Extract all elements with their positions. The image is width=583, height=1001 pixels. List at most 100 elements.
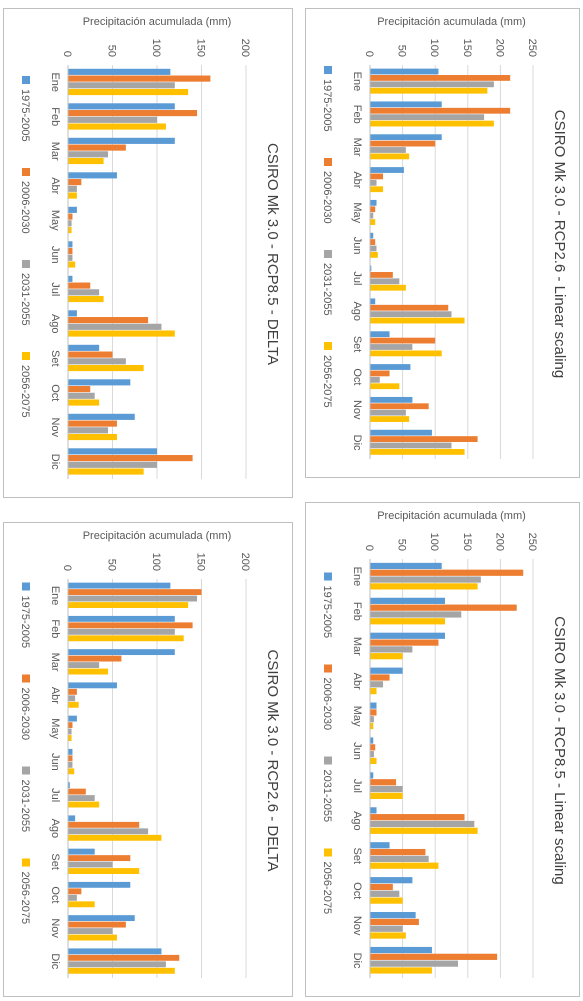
chart-panel-rcp85-delta: CSIRO Mk 3.0 - RCP8.5 - DELTA 0 50 100 150 20… (3, 8, 293, 498)
chart-rcp26-delta: CSIRO Mk 3.0 - RCP2.6 - DELTA 0 50 100 150 20… (19, 530, 281, 978)
bar-2031-2055 (68, 116, 157, 123)
bar-1975-2005 (68, 881, 131, 888)
x-tick-label: Abr (49, 687, 61, 704)
legend-label: 2006-2030 (321, 678, 333, 731)
bar-2056-2075 (370, 688, 377, 695)
bar-2031-2055 (67, 220, 72, 227)
y-axis-label: Precipitación acumulada (mm) (377, 510, 526, 522)
x-tick-label: Jul (49, 282, 61, 296)
bar-2056-2075 (370, 350, 442, 357)
chart-rcp26-linear-scaling: CSIRO Mk 3.0 - RCP2.6 - Linear scaling 0 5… (321, 16, 568, 459)
x-tick-label: Jun (49, 246, 61, 264)
x-tick-label: Mar (49, 142, 61, 161)
bar-2006-2030 (370, 107, 511, 114)
bar-2056-2075 (67, 226, 72, 234)
legend-label: 2006-2030 (321, 171, 333, 224)
chart-panel-rcp26-linear: CSIRO Mk 3.0 - RCP2.6 - Linear scaling 0 5… (305, 8, 580, 478)
bar-2006-2030 (68, 282, 91, 289)
bar-1975-2005 (68, 915, 135, 922)
x-tick-label: Dic (351, 953, 363, 969)
bar-2056-2075 (67, 735, 72, 741)
x-tick-label: Nov (49, 918, 61, 938)
bar-2006-2030 (369, 370, 390, 377)
bar-2056-2075 (369, 618, 445, 625)
bar-2006-2030 (370, 337, 436, 344)
y-tick-label: 200 (239, 39, 251, 57)
x-tick-label: Set (49, 350, 61, 367)
y-tick-label: 50 (106, 559, 118, 571)
bar-2006-2030 (67, 213, 73, 220)
bar-1975-2005 (370, 396, 413, 403)
chart-panel-rcp85-linear-box: CSIRO Mk 3.0 - RCP8.5 - Linear scaling 0 5… (305, 502, 580, 997)
x-tick-label: Set (49, 853, 61, 870)
bar-2056-2075 (68, 668, 109, 675)
y-tick-label: 150 (461, 39, 473, 57)
y-tick-label: 200 (493, 533, 505, 551)
x-tick-label: May (351, 706, 363, 727)
bar-2031-2055 (369, 681, 384, 688)
bar-1975-2005 (369, 364, 411, 370)
bar-2056-2075 (370, 757, 377, 765)
bar-2056-2075 (370, 284, 406, 291)
bar-2006-2030 (370, 75, 511, 81)
bar-2006-2030 (369, 403, 429, 410)
bar-2031-2055 (370, 114, 485, 121)
bar-1975-2005 (67, 748, 73, 755)
y-tick-label: 0 (61, 51, 73, 57)
bar-2056-2075 (68, 295, 104, 303)
bar-1975-2005 (370, 429, 432, 436)
chart-title: CSIRO Mk 3.0 - RCP8.5 - Linear scaling (551, 616, 568, 884)
bar-2056-2075 (67, 399, 100, 406)
bar-2006-2030 (68, 888, 82, 895)
bar-2056-2075 (369, 186, 384, 193)
bar-2056-2075 (370, 897, 403, 904)
bar-2006-2030 (370, 304, 449, 311)
bar-2006-2030 (68, 455, 193, 462)
legend-label: 2006-2030 (19, 688, 31, 741)
bar-1975-2005 (67, 172, 117, 179)
bar-2056-2075 (67, 261, 76, 268)
y-tick-label: 100 (428, 39, 440, 57)
bar-2031-2055 (370, 409, 406, 416)
bar-2006-2030 (67, 248, 73, 255)
bar-1975-2005 (369, 597, 445, 604)
chart-title: CSIRO Mk 3.0 - RCP2.6 - Linear scaling (551, 110, 568, 378)
legend-swatch (22, 352, 30, 360)
x-tick-label: Abr (351, 673, 363, 690)
y-tick-label: 50 (396, 539, 408, 551)
bar-2056-2075 (370, 317, 465, 324)
bar-2031-2055 (370, 785, 403, 793)
bar-2006-2030 (370, 569, 524, 576)
y-tick-label: 50 (106, 45, 118, 57)
bar-1975-2005 (67, 682, 117, 689)
x-tick-label: Set (351, 336, 363, 353)
legend-swatch (324, 756, 332, 765)
bar-2031-2055 (68, 82, 175, 89)
y-tick-label: 100 (150, 39, 162, 57)
bar-2006-2030 (68, 110, 198, 117)
bar-2031-2055 (68, 861, 113, 868)
bar-2056-2075 (370, 967, 432, 974)
bar-1975-2005 (369, 842, 390, 849)
bar-2056-2075 (68, 967, 175, 974)
chart-title: CSIRO Mk 3.0 - RCP2.6 - DELTA (264, 650, 281, 872)
bar-2056-2075 (369, 383, 400, 390)
bar-1975-2005 (370, 101, 442, 108)
bar-2031-2055 (67, 761, 73, 768)
y-tick-label: 200 (239, 553, 251, 571)
legend-swatch (22, 260, 30, 268)
x-tick-label: Oct (49, 886, 61, 903)
bar-2056-2075 (370, 448, 465, 455)
x-tick-label: Oct (351, 882, 363, 899)
y-axis-label: Precipitación acumulada (mm) (83, 16, 232, 28)
bar-2006-2030 (67, 655, 122, 662)
bar-1975-2005 (67, 275, 73, 282)
bar-2056-2075 (369, 153, 410, 160)
bar-2006-2030 (68, 317, 149, 324)
bar-2006-2030 (370, 206, 376, 213)
bar-2006-2030 (370, 140, 436, 147)
bar-2031-2055 (370, 751, 374, 758)
bar-1975-2005 (67, 815, 76, 822)
bar-2006-2030 (68, 179, 82, 186)
bar-2056-2075 (68, 157, 104, 165)
